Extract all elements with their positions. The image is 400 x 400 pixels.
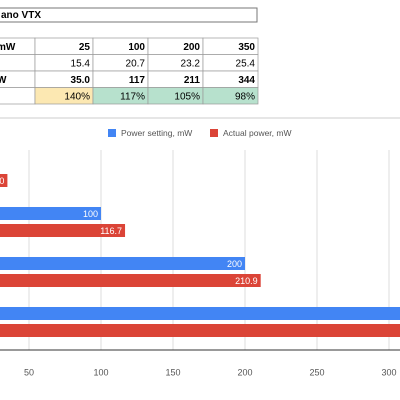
cell (0, 87, 36, 105)
cell (202, 87, 259, 105)
legend-swatch (108, 129, 116, 137)
legend-label: Power setting, mW (121, 128, 192, 138)
cell-text: 25 (79, 42, 91, 53)
data-label: 210.9 (235, 276, 258, 286)
x-tick-label: 50 (24, 367, 34, 377)
cell-text: 20.7 (126, 58, 146, 69)
cell-text: 23.2 (181, 58, 201, 69)
data-label: 116.7 (100, 226, 122, 236)
data-label: 100 (83, 209, 98, 219)
x-tick-label: 300 (381, 367, 396, 377)
cell-text: 105% (174, 91, 200, 102)
cell-text: 25.4 (236, 58, 256, 69)
row-label: mW (0, 42, 16, 53)
cell-text: 35.0 (71, 75, 91, 86)
cell-text: 350 (238, 42, 255, 53)
cell-text: 117 (129, 75, 146, 86)
bar (0, 224, 126, 237)
cell-text: 140% (64, 91, 90, 102)
bar (0, 257, 245, 270)
cell-text: 98% (235, 91, 255, 102)
row-label: W (0, 75, 7, 86)
cell-text: 211 (184, 75, 201, 86)
x-tick-label: 150 (165, 367, 180, 377)
bar (0, 274, 261, 287)
legend-label: Actual power, mW (223, 128, 292, 138)
x-tick-label: 250 (309, 367, 324, 377)
bar (0, 174, 8, 187)
legend-swatch (210, 129, 218, 137)
sheet-title: ano VTX (1, 10, 41, 21)
bar (0, 207, 101, 220)
bar (0, 307, 400, 320)
cell-text: 100 (128, 42, 145, 53)
cell-text: 15.4 (71, 58, 91, 69)
cell-text: 200 (183, 42, 200, 53)
x-tick-label: 200 (237, 367, 252, 377)
cell (0, 54, 36, 72)
data-label: 35.0 (0, 176, 4, 186)
cell-text: 117% (120, 91, 145, 102)
data-label: 200 (227, 259, 242, 269)
title-cell (0, 7, 258, 23)
cell-text: 344 (238, 75, 255, 86)
bar (0, 324, 400, 337)
x-tick-label: 100 (93, 367, 108, 377)
